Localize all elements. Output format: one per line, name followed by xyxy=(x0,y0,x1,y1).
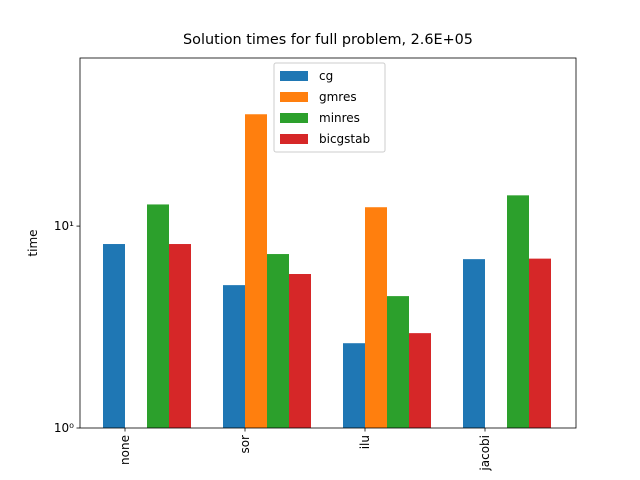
x-tick-label: sor xyxy=(238,435,252,454)
bar xyxy=(267,254,289,428)
y-tick-label: 10¹ xyxy=(54,219,74,233)
legend-swatch xyxy=(280,92,308,102)
bar xyxy=(409,333,431,428)
x-tick-label: none xyxy=(118,435,132,465)
bar xyxy=(365,207,387,428)
bar xyxy=(387,296,409,428)
y-tick-label: 10⁰ xyxy=(54,421,74,435)
legend-box xyxy=(273,62,386,153)
bar xyxy=(507,195,529,428)
bar xyxy=(529,258,551,428)
legend-swatch xyxy=(280,113,308,123)
legend-label: bicgstab xyxy=(319,132,370,146)
x-tick-label: ilu xyxy=(358,435,372,449)
bar xyxy=(245,114,267,428)
plot-frame xyxy=(79,57,577,429)
y-axis-label: time xyxy=(26,229,40,256)
legend-label: minres xyxy=(319,111,360,125)
chart-title: Solution times for full problem, 2.6E+05 xyxy=(183,32,473,48)
legend-label: cg xyxy=(319,69,333,83)
legend-swatch xyxy=(280,71,308,81)
x-tick-label: jacobi xyxy=(478,435,492,472)
legend-label: gmres xyxy=(319,90,357,104)
bar xyxy=(289,274,311,428)
bar xyxy=(343,343,365,428)
bar xyxy=(223,285,245,428)
bar xyxy=(463,259,485,428)
bar xyxy=(147,204,169,428)
bar xyxy=(169,244,191,428)
legend-swatch xyxy=(280,134,308,144)
bar xyxy=(103,244,125,428)
